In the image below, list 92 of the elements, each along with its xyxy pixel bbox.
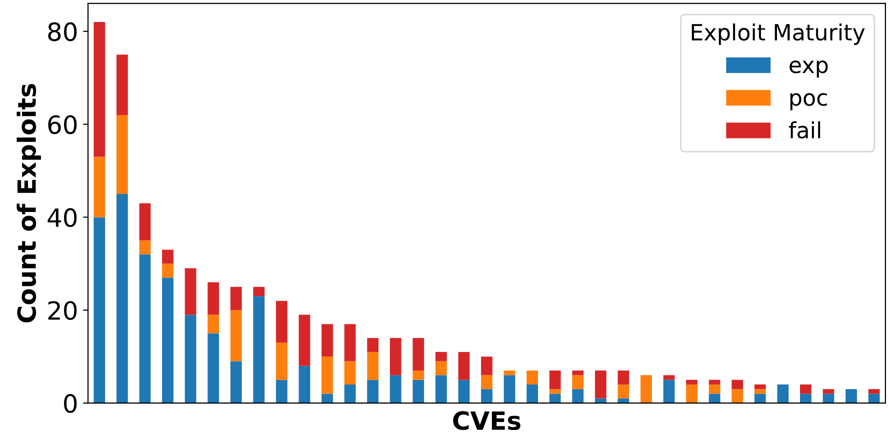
- bar: [94, 22, 106, 157]
- bar: [663, 375, 675, 380]
- bar: [344, 361, 356, 384]
- bar: [184, 314, 196, 404]
- bar: [481, 356, 492, 376]
- bar: [458, 380, 470, 404]
- bar: [800, 384, 812, 394]
- bar: [390, 375, 402, 404]
- bar: [230, 361, 242, 404]
- legend-label: exp: [790, 60, 828, 78]
- bar: [800, 394, 812, 404]
- bar: [208, 314, 220, 334]
- bar: [208, 282, 220, 315]
- bar: [549, 370, 561, 390]
- bar: [732, 389, 744, 404]
- bar: [549, 389, 561, 394]
- bar: [572, 389, 584, 404]
- bar: [139, 254, 151, 404]
- bar: [618, 384, 630, 398]
- bar: [139, 240, 151, 254]
- bar: [640, 375, 652, 404]
- bar: [481, 389, 492, 404]
- bar: [412, 338, 424, 371]
- y-tick-label: 40: [48, 208, 77, 228]
- bar: [184, 268, 196, 315]
- bar: [504, 370, 516, 376]
- bar: [526, 370, 538, 384]
- bar: [435, 361, 447, 376]
- bar: [458, 352, 470, 380]
- bar: [754, 384, 766, 390]
- bar: [94, 156, 106, 218]
- bar: [686, 380, 698, 384]
- bar: [276, 342, 288, 380]
- bar: [322, 394, 333, 404]
- bar: [367, 352, 379, 380]
- bar: [754, 389, 766, 394]
- bar: [708, 384, 720, 394]
- y-axis-title: Count of Exploits: [16, 84, 41, 322]
- bar: [390, 338, 402, 376]
- bar: [572, 375, 584, 390]
- bar: [230, 286, 242, 310]
- bar: [526, 384, 538, 404]
- y-tick-label: 20: [48, 301, 77, 320]
- bar: [412, 380, 424, 404]
- bar: [618, 370, 630, 384]
- bar: [322, 324, 333, 357]
- bar: [822, 389, 834, 394]
- x-axis-title: CVEs: [453, 411, 520, 430]
- bar: [549, 394, 561, 404]
- bar: [230, 310, 242, 362]
- legend-title: Exploit Maturity: [692, 23, 865, 45]
- bar: [116, 114, 128, 194]
- bar: [322, 356, 333, 394]
- bar: [162, 278, 174, 404]
- bar: [116, 194, 128, 404]
- legend-label: fail: [788, 121, 820, 139]
- bar: [367, 380, 379, 404]
- y-tick-label: 0: [64, 394, 77, 413]
- bar: [481, 375, 492, 390]
- bar: [412, 370, 424, 380]
- bar: [162, 264, 174, 278]
- bar: [162, 250, 174, 264]
- bar: [663, 380, 675, 404]
- bar: [208, 333, 220, 404]
- bar: [572, 370, 584, 376]
- bar: [594, 370, 606, 398]
- bar: [777, 384, 789, 404]
- bar: [344, 324, 356, 362]
- bar: [504, 375, 516, 404]
- bar: [298, 366, 310, 404]
- bar: [686, 384, 698, 404]
- bar: [253, 286, 265, 296]
- bar: [732, 380, 744, 390]
- legend-label: poc: [790, 93, 827, 110]
- bar: [276, 380, 288, 404]
- y-tick-label: 80: [48, 22, 77, 42]
- bar: [367, 338, 379, 352]
- bar: [344, 384, 356, 404]
- bar: [435, 375, 447, 404]
- bar: [754, 394, 766, 404]
- bar: [116, 54, 128, 115]
- bar: [253, 296, 265, 404]
- y-tick-label: 60: [48, 115, 77, 134]
- bar: [139, 203, 151, 240]
- bar: [846, 389, 857, 404]
- bar: [868, 389, 880, 394]
- bar: [94, 217, 106, 404]
- bar: [298, 314, 310, 366]
- bar: [708, 394, 720, 404]
- bar: [276, 300, 288, 343]
- bar: [708, 380, 720, 384]
- bar: [435, 352, 447, 362]
